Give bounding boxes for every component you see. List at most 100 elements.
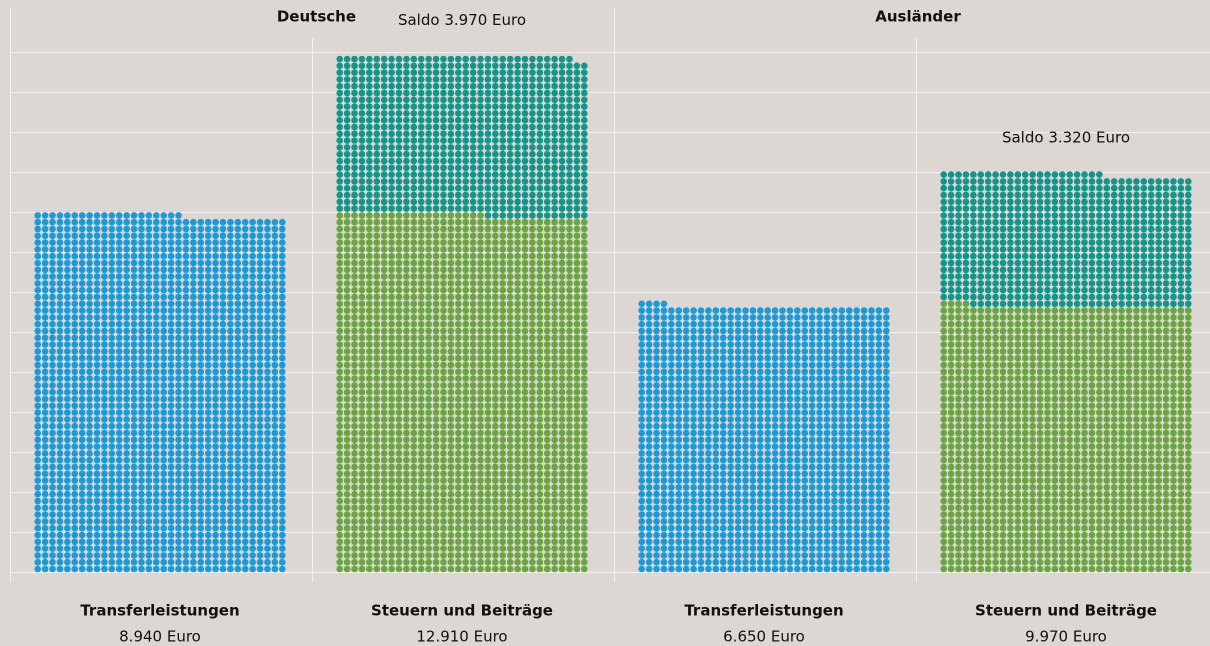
dot — [492, 429, 499, 437]
dot — [845, 477, 853, 484]
dot — [440, 212, 447, 219]
dot — [278, 409, 286, 416]
dot — [64, 314, 71, 321]
dot — [462, 280, 470, 287]
dot — [566, 504, 573, 512]
dot — [366, 62, 373, 70]
dot — [388, 477, 395, 484]
dot — [794, 538, 801, 546]
dot — [853, 456, 860, 464]
dot — [241, 422, 249, 430]
dot — [697, 490, 705, 498]
dot — [197, 490, 205, 498]
dot — [71, 239, 79, 246]
dot — [484, 545, 492, 552]
dot — [197, 463, 205, 471]
dot — [145, 375, 153, 382]
dot — [668, 565, 675, 573]
dot — [499, 388, 507, 396]
dot — [227, 348, 234, 355]
dot — [343, 409, 351, 416]
dot — [440, 354, 447, 362]
dot — [462, 341, 470, 348]
dot — [403, 429, 410, 437]
dot — [660, 463, 668, 471]
dot — [175, 382, 182, 389]
dot — [660, 545, 668, 552]
dot — [373, 62, 381, 70]
dot — [417, 443, 425, 450]
dot — [249, 436, 256, 444]
dot — [130, 334, 138, 342]
dot — [690, 531, 697, 539]
dot — [521, 409, 529, 416]
dot — [49, 218, 56, 226]
dot — [271, 354, 279, 362]
dot — [727, 490, 734, 498]
dot — [484, 341, 492, 348]
dot — [868, 524, 875, 532]
dot — [645, 456, 653, 464]
dot — [278, 436, 286, 444]
dot — [882, 477, 890, 484]
dot — [764, 484, 772, 491]
dot — [484, 531, 492, 539]
dot — [336, 198, 344, 206]
dot — [358, 327, 366, 335]
dot — [477, 314, 484, 321]
dot — [580, 239, 588, 246]
dot — [115, 504, 123, 512]
dot — [152, 558, 160, 566]
dot — [845, 524, 853, 532]
dot — [234, 490, 242, 498]
dot — [675, 565, 683, 573]
dot — [138, 368, 145, 376]
dot — [645, 524, 653, 532]
dot — [779, 518, 786, 525]
dot — [182, 361, 190, 369]
dot — [271, 565, 279, 573]
dot — [130, 490, 138, 498]
dot — [440, 205, 447, 212]
dot — [343, 341, 351, 348]
dot — [190, 246, 197, 253]
dot — [373, 307, 381, 314]
dot — [454, 422, 462, 430]
dot — [101, 327, 108, 335]
dot — [403, 354, 410, 362]
dot — [860, 558, 868, 566]
dot — [366, 69, 373, 76]
dot — [558, 62, 566, 70]
dot — [499, 314, 507, 321]
dot — [469, 130, 477, 138]
dot — [175, 246, 182, 253]
dot — [499, 524, 507, 532]
dot — [380, 123, 388, 131]
dot — [529, 327, 536, 335]
dot — [403, 62, 410, 70]
dot — [278, 470, 286, 478]
dot — [831, 456, 838, 464]
dot — [573, 232, 581, 240]
dot — [499, 55, 507, 63]
dot — [403, 531, 410, 539]
dot — [742, 511, 749, 518]
dot — [388, 314, 395, 321]
dot — [64, 484, 71, 491]
dot — [388, 191, 395, 199]
dot — [227, 552, 234, 559]
dot — [417, 524, 425, 532]
dot — [160, 463, 168, 471]
dot — [204, 443, 212, 450]
dot — [573, 259, 581, 267]
dot — [558, 69, 566, 76]
dot — [484, 361, 492, 369]
dot — [343, 477, 351, 484]
dot — [454, 375, 462, 382]
dot — [175, 348, 182, 355]
dot — [756, 490, 764, 498]
dot — [462, 552, 470, 559]
dot — [499, 191, 507, 199]
dot — [675, 511, 683, 518]
dot — [152, 395, 160, 403]
